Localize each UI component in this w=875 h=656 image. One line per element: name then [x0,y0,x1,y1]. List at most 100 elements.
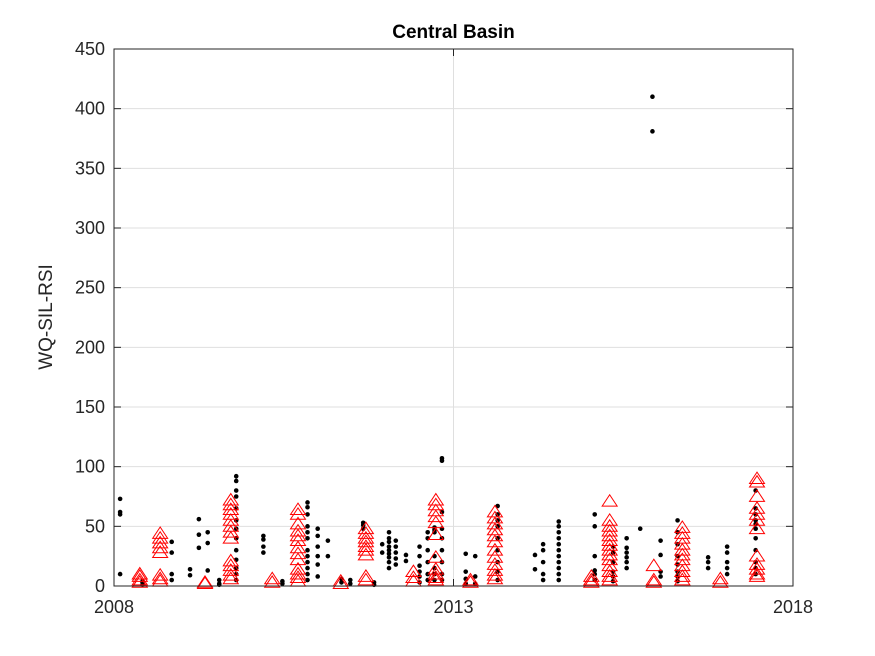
triangle-point [131,575,149,588]
triangle-point [601,493,619,507]
dot-point [261,550,266,555]
dot-point [325,553,331,559]
triangle-point [645,558,663,572]
dot-point [393,550,399,555]
dot-point [705,555,711,560]
dot-point [196,532,202,537]
dot-point [205,530,211,535]
dot-point [540,547,546,553]
triangle-point [357,547,375,561]
y-axis-label: WQ-SIL-RSI [36,264,57,370]
dot-point [650,129,655,134]
dot-point [386,551,392,557]
dot-point [117,496,123,502]
triangle-point [601,528,619,542]
dot-point [117,512,123,517]
triangle-point [748,474,766,488]
y-tick-label: 150 [75,397,105,417]
dot-point [386,530,392,535]
triangle-point [196,576,214,589]
x-tick-label: 2018 [773,597,813,617]
y-tick-label: 450 [75,39,105,59]
y-tick-label: 350 [75,158,105,178]
dot-point [169,550,175,555]
dot-point [379,550,385,555]
dot-point [261,533,266,539]
dot-point [386,565,392,571]
triangle-point [601,542,619,556]
dot-point [705,565,711,571]
triangle-point [601,538,619,551]
dot-point [233,478,239,484]
dot-point [305,577,310,583]
dot-point [315,553,321,559]
dot-point [556,559,562,565]
dot-point [724,565,730,571]
triangle-point [601,523,619,537]
dot-point [315,526,321,532]
dot-point [187,572,193,578]
triangle-point [222,492,240,506]
dot-point [753,488,758,493]
dot-point [393,562,399,567]
dot-point [753,506,758,511]
dot-point [463,569,469,574]
dot-point [386,535,392,541]
dot-point [592,553,598,559]
dot-point [393,538,399,543]
triangle-point [222,553,240,567]
triangle-point [289,546,307,560]
dot-point [556,541,562,547]
dot-point [556,577,562,583]
dot-point [556,535,562,541]
triangle-point [222,563,240,576]
data-points [117,94,766,589]
dot-point [305,504,310,510]
triangle-point [486,542,504,556]
dot-point [169,577,175,583]
y-tick-label: 300 [75,218,105,238]
dot-point [280,581,285,586]
dot-point [233,473,239,479]
triangle-point [645,572,663,586]
triangle-point [289,533,307,547]
dot-point [325,538,331,543]
dot-point [463,551,469,557]
triangle-point [748,506,766,520]
triangle-point [222,567,240,581]
triangle-point [486,549,504,563]
dot-point [233,488,239,493]
dot-point [425,530,430,535]
triangle-point [151,540,169,554]
dot-point [305,535,310,541]
y-tick-label: 250 [75,278,105,298]
triangle-point [196,575,214,588]
dot-point [724,571,730,577]
dot-point [403,552,409,558]
dot-point [650,94,655,100]
triangle-point [357,521,375,535]
dot-point [169,539,175,545]
dot-point [540,577,546,583]
triangle-point [222,571,240,585]
dot-point [439,458,445,464]
dot-point [216,577,222,583]
dot-point [393,544,399,549]
dot-point [261,544,266,549]
triangle-point [427,570,445,584]
dot-point [417,553,422,559]
dot-point [439,509,445,515]
dot-point [417,544,422,549]
triangle-point [151,526,169,539]
dot-point [315,562,321,567]
dot-point [753,535,758,541]
dot-point [637,526,643,532]
triangle-point [748,471,766,484]
dot-point [386,559,392,565]
triangle-point [748,569,766,582]
triangle-point [601,533,619,547]
triangle-point [748,561,766,575]
dot-point [624,559,629,565]
triangle-point [582,575,600,588]
dot-point [753,547,758,553]
